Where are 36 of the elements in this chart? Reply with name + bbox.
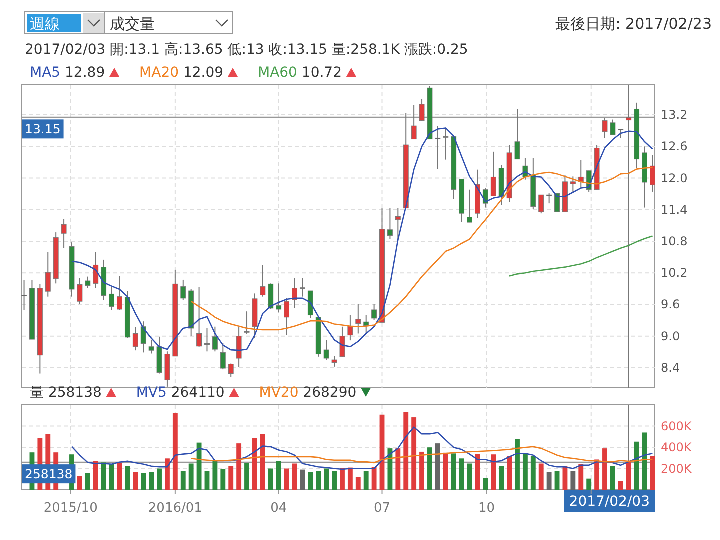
y-tick-label: 12.6 xyxy=(661,140,688,154)
x-tick-label: 07 xyxy=(374,501,391,516)
y-tick-label: 12.0 xyxy=(661,171,688,186)
text: 12.89 xyxy=(60,65,106,81)
annotation: 268290 xyxy=(298,385,357,401)
text: MA5 xyxy=(30,65,61,81)
dropdown: 週線 xyxy=(24,12,106,34)
y-tick-label: 600K xyxy=(661,419,693,434)
ref-line-label: 13.15 xyxy=(25,122,61,137)
y-tick-label: 200K xyxy=(661,462,693,476)
x-tick-label: 10 xyxy=(478,501,496,516)
x-tick-label: 2015/10 xyxy=(44,501,98,516)
y-tick-label: 9.0 xyxy=(661,329,680,344)
y-tick-label: 9.6 xyxy=(661,298,680,312)
text: MV5 xyxy=(136,385,167,401)
chart-subtitle: 2017/02/03 開:13.1 高:13.65 低:13 收:13.15 量:258.1K 漲跌:0.25 xyxy=(25,42,468,58)
ref-line-label: 2017/02/03 xyxy=(569,494,650,510)
x-tick-label: 2016/01 xyxy=(148,501,202,516)
y-tick-label: 11.4 xyxy=(661,202,688,217)
y-tick-label: 13.2 xyxy=(661,108,688,122)
chart-title: 最後日期: 2017/02/23 xyxy=(556,15,712,33)
y-tick-label: 10.8 xyxy=(661,234,688,249)
annotation: 258138 xyxy=(44,385,102,401)
text: MA20 xyxy=(140,65,180,81)
x-tick-label: 04 xyxy=(270,501,288,516)
text: 量 xyxy=(30,385,44,401)
y-tick-label: 400K xyxy=(661,440,693,454)
y-tick-label: 8.4 xyxy=(661,360,680,375)
text: MV20 xyxy=(259,385,299,401)
annotation: 264110 xyxy=(166,385,225,401)
text: 12.09 xyxy=(179,65,224,81)
ref-line-label: 258138 xyxy=(25,466,73,482)
dropdown: 成交量 xyxy=(104,12,234,34)
y-tick-label: 10.2 xyxy=(661,266,688,280)
text: MA60 xyxy=(258,65,298,81)
text: 10.72 xyxy=(297,65,342,81)
